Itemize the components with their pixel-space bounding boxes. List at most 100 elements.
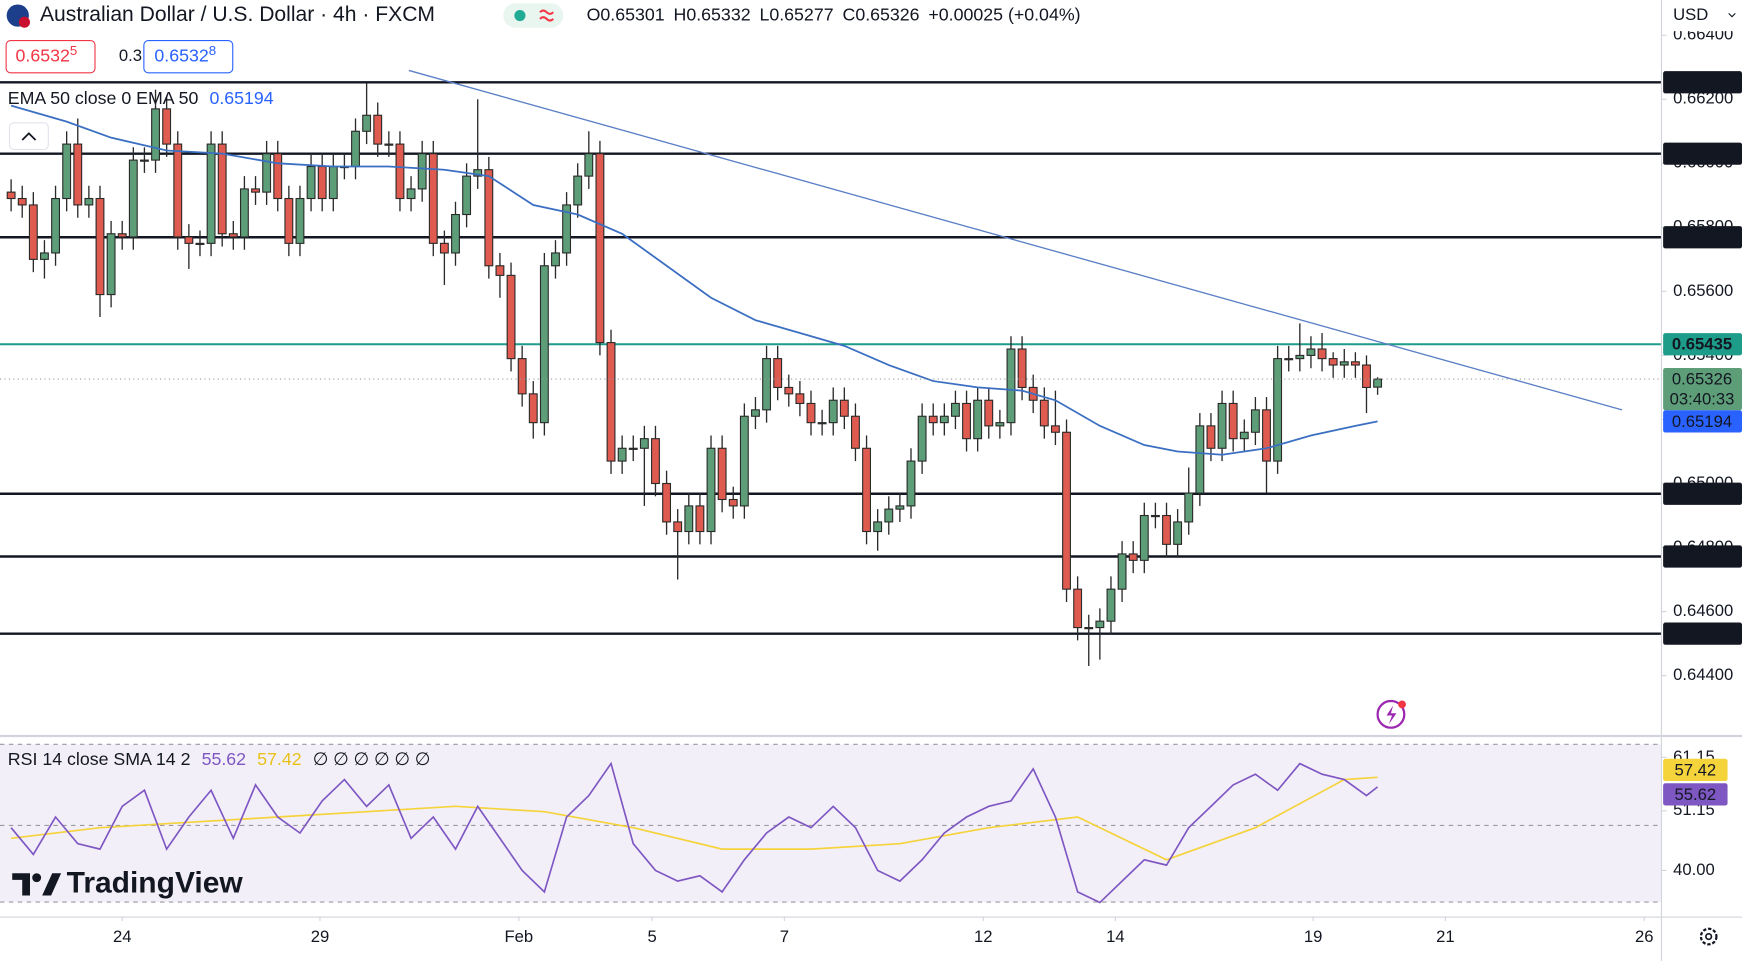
level-label: 0.66030 [1672, 144, 1732, 163]
candle-body [1217, 402, 1227, 449]
plot-area [0, 69, 1661, 904]
candle-body [1350, 361, 1360, 366]
level-label: 0.64531 [1672, 624, 1732, 643]
candle-body [539, 265, 549, 424]
rsi-na-values: ∅ ∅ ∅ ∅ ∅ ∅ [313, 749, 431, 769]
candle-body [384, 143, 394, 146]
candle-body [251, 188, 260, 193]
candle-body [695, 505, 705, 533]
candle-body [562, 204, 572, 254]
symbol-title: Australian Dollar / U.S. Dollar · 4h · F… [40, 3, 435, 26]
rsi-legend-name: RSI 14 close SMA 14 2 [8, 749, 191, 769]
candle-body [851, 415, 860, 449]
level-label: 0.65769 [1672, 228, 1732, 247]
candle-body [995, 422, 1005, 427]
candle-body [1195, 425, 1205, 494]
alert-dot [1398, 700, 1406, 709]
candle-body [1239, 431, 1249, 440]
candle-body [184, 236, 194, 244]
settings-icon-core [1705, 932, 1713, 941]
candle-body [1095, 620, 1105, 629]
ohlc-label: H [674, 4, 687, 24]
candle-body [939, 415, 949, 424]
candle-body [406, 188, 416, 200]
ema-legend: EMA 50 close 0 EMA 50 0.65194 [8, 88, 274, 108]
candle-body [1150, 514, 1160, 518]
sell-price-pip: 5 [70, 43, 77, 58]
candle-body [739, 415, 749, 507]
candle-body [895, 505, 905, 510]
ohlc-label: C [842, 4, 855, 24]
ohlc-label: O [587, 4, 601, 24]
currency-caret [1728, 12, 1736, 18]
candle-body [651, 438, 660, 485]
status-pill[interactable] [503, 3, 564, 28]
candle-body [1162, 514, 1171, 545]
level-badge [1663, 226, 1742, 249]
rsi-sma-label: 57.42 [1674, 760, 1716, 779]
candle-body [573, 175, 583, 206]
price-badges: 0.66253 0.66030 0.65769 0.65435 0.64968 0.647… [1663, 71, 1742, 806]
candle-body [728, 498, 738, 507]
candle-body [684, 505, 694, 533]
collapse-button[interactable] [8, 122, 49, 150]
candle-body [128, 159, 138, 238]
alert-icon[interactable] [1376, 699, 1406, 729]
currency-box[interactable] [1662, 0, 1742, 32]
x-tick-label: 14 [1106, 927, 1125, 946]
x-tick-label: Feb [504, 927, 533, 946]
candle-body [239, 188, 249, 238]
y-tick-label: 0.64600 [1673, 601, 1733, 620]
candle-body [973, 399, 983, 440]
buy-price-main: 0.6532 [154, 45, 208, 65]
logo-mark [32, 873, 42, 883]
candle-body [1317, 348, 1327, 360]
sell-button[interactable] [5, 40, 96, 74]
buy-button[interactable] [143, 40, 234, 74]
ema-line [10, 104, 1378, 456]
candle-body [206, 143, 216, 244]
level-badge [1663, 333, 1742, 356]
settings-icon[interactable] [1699, 927, 1718, 946]
candle-body [828, 399, 838, 424]
level-label: 0.64772 [1672, 547, 1732, 566]
candle-body [51, 197, 60, 254]
ohlc-change: +0.00025 (+0.04%) [928, 4, 1080, 24]
sell-price-main: 0.6532 [16, 45, 70, 65]
countdown: 03:40:33 [1670, 390, 1735, 409]
y-tick-label: 0.65600 [1673, 281, 1733, 300]
candle-body [1128, 553, 1138, 561]
level-badge [1663, 482, 1742, 505]
candle-body [950, 402, 960, 417]
x-tick-label: 5 [648, 927, 657, 946]
candle-body [217, 143, 227, 235]
candle-body [506, 274, 516, 360]
candle-body [1039, 399, 1049, 427]
candle-body [1173, 521, 1183, 545]
delayed-icon [539, 9, 554, 22]
candle-body [1373, 378, 1383, 388]
market-open-dot [514, 10, 526, 22]
candle-body [484, 169, 494, 267]
candle-body [862, 447, 871, 533]
candle-body [151, 108, 160, 161]
candle-body [1284, 358, 1294, 361]
x-tick-label: 7 [780, 927, 789, 946]
candle-body [1295, 354, 1305, 360]
candle-body [706, 447, 716, 533]
candle-body [928, 415, 938, 424]
candle-body [717, 447, 727, 501]
candle-body [795, 393, 805, 405]
rsi-line [10, 761, 1379, 904]
candle-body [73, 143, 83, 206]
candle-body [106, 233, 116, 296]
logo-mark [12, 873, 30, 896]
rsi-sma-line [11, 776, 1378, 861]
rsi-band [0, 744, 1661, 903]
candle-body [839, 399, 849, 417]
candle-body [439, 242, 449, 254]
y-tick-label: 0.66200 [1673, 89, 1733, 108]
symbol-icon-flag [18, 16, 30, 28]
candle-body [395, 143, 405, 200]
candle-body [1062, 431, 1071, 590]
